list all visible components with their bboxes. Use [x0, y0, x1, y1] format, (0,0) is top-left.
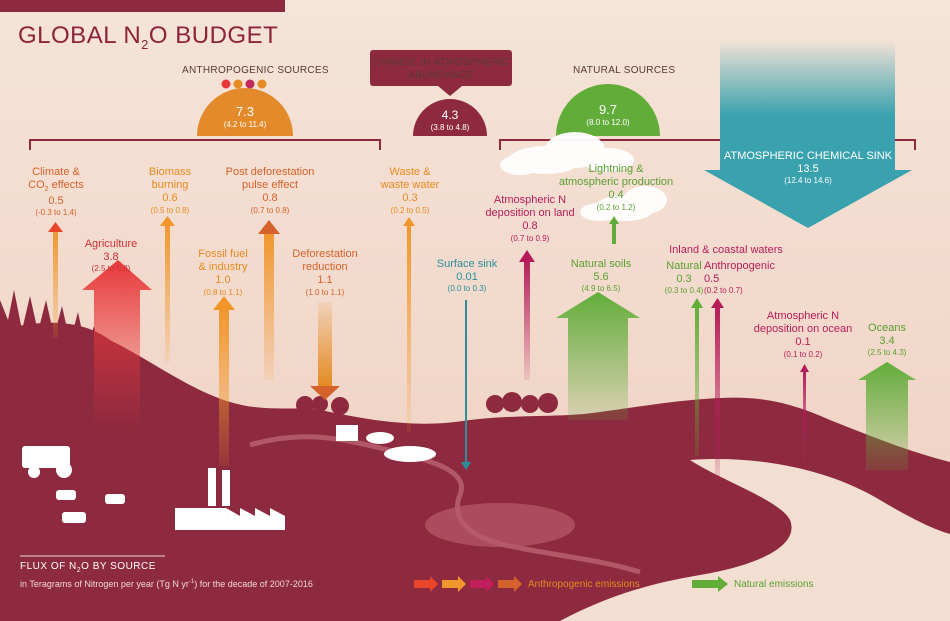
natural-header: NATURAL SOURCES	[573, 65, 676, 76]
legend-natural-swatch	[692, 576, 728, 592]
anthropogenic-total: 7.3 (4.2 to 11.4)	[223, 104, 267, 130]
oceans-arrow	[858, 362, 916, 470]
legend-title: FLUX OF N2O BY SOURCE	[20, 561, 156, 574]
farm-animals	[22, 446, 125, 523]
anthropogenic-header: ANTHROPOGENIC SOURCES	[182, 65, 329, 76]
anthropogenic-bracket	[29, 139, 381, 150]
factory	[175, 468, 285, 530]
fossil-fuel-label: Fossil fuel & industry 1.0 (0.8 to 1.1)	[198, 248, 248, 297]
page-title: GLOBAL N2O BUDGET	[18, 22, 279, 52]
natural-total: 9.7 (8.0 to 12.0)	[586, 102, 630, 128]
change-total: 4.3 (3.8 to 4.8)	[430, 108, 470, 133]
waste-facility	[336, 425, 436, 462]
inland-anthro-label: Anthropogenic 0.5 (0.2 to 0.7)	[704, 260, 775, 296]
agriculture-label: Agriculture 3.8 (2.5 to 5.8)	[84, 238, 138, 274]
post-deforestation-label: Post deforestation pulse effect 0.8 (0.7 to…	[225, 166, 315, 215]
surface-sink-label: Surface sink 0.01 (0.0 to 0.3)	[436, 258, 498, 294]
clouds	[500, 132, 667, 221]
top-accent-bar	[0, 0, 285, 12]
anthropogenic-total-dome	[197, 88, 293, 136]
climate-co2-label: Climate & CO2 effects 0.5 (-0.3 to 1.4)	[28, 166, 84, 217]
change-header: CHANGE IN ATMOSPHERIC ABUNDANCE	[372, 57, 510, 81]
inland-natural-label: Natural 0.3 (0.3 to 0.4)	[664, 260, 704, 296]
waste-label: Waste & waste water 0.3 (0.2 to 0.5)	[380, 166, 440, 215]
trees	[0, 290, 558, 415]
deforestation-reduction-label: Deforestation reduction 1.1 (1.0 to 1.1)	[292, 248, 358, 297]
biomass-label: Biomass burning 0.6 (0.5 to 0.8)	[148, 166, 192, 215]
chemical-sink-arrow	[704, 40, 912, 228]
legend-natural: Natural emissions	[734, 579, 814, 590]
oceans-label: Oceans 3.4 (2.5 to 4.3)	[867, 322, 907, 358]
agriculture-arrow	[82, 260, 152, 430]
coastal-water	[560, 459, 950, 621]
legend-subtitle: in Teragrams of Nitrogen per year (Tg N …	[20, 579, 313, 589]
lightning-label: Lightning & atmospheric production 0.4 (0.2…	[558, 163, 674, 212]
natural-soils-arrow	[556, 292, 640, 420]
land-mass	[0, 322, 950, 621]
legend-anthropogenic: Anthropogenic emissions	[528, 579, 640, 590]
inland-coastal-header: Inland & coastal waters	[669, 244, 783, 256]
natural-total-dome	[556, 84, 660, 136]
pond	[425, 503, 575, 547]
natural-bracket	[499, 139, 916, 150]
chemical-sink-total: ATMOSPHERIC CHEMICAL SINK 13.5 (12.4 to 14…	[723, 150, 893, 186]
natural-soils-label: Natural soils 5.6 (4.9 to 6.5)	[570, 258, 632, 294]
change-total-dome	[413, 99, 487, 136]
legend-anthro-swatches	[414, 576, 522, 592]
